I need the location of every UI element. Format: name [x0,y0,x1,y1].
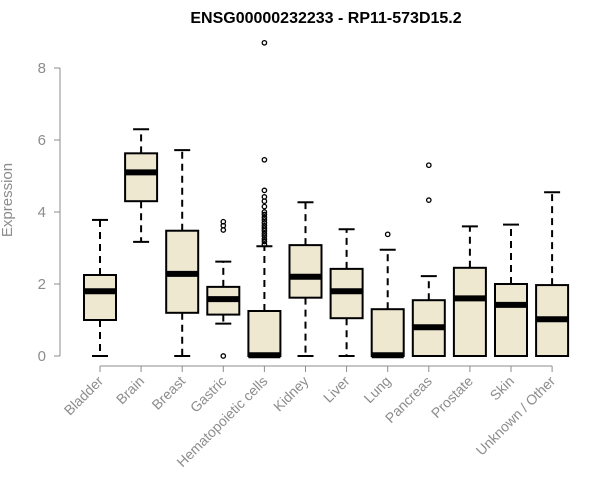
y-tick-label: 6 [38,132,46,149]
box-hematopoietic-cells [247,39,282,359]
outlier-point [261,219,268,226]
y-axis-label: Expression [0,163,16,237]
outlier-point [261,156,268,163]
outlier-point [261,214,268,221]
box-breast [165,149,200,357]
box-series [83,39,570,359]
x-tick-label: Bladder [61,373,107,419]
outlier-point [425,197,432,203]
outlier-point [261,211,268,218]
box-kidney [288,201,323,357]
y-tick-label: 8 [38,60,46,77]
outlier-point [261,236,268,242]
chart-title: ENSG00000232233 - RP11-573D15.2 [190,10,461,27]
box-lung [370,231,405,359]
box-unknown-other [535,191,570,357]
y-tick-label: 4 [38,204,46,221]
outlier-point [261,233,268,239]
x-tick-label: Kidney [270,373,312,415]
iqr-box [124,152,159,203]
iqr-box [247,310,282,357]
outlier-point [261,203,268,210]
outlier-point [220,218,227,225]
x-tick-label: Breast [148,373,188,413]
outlier-point [261,187,268,194]
outlier-point [261,225,268,232]
iqr-box [452,266,487,357]
y-axis: 0 2 4 6 8 [38,60,61,365]
x-tick-label: Brain [113,373,147,407]
outlier-point [261,222,268,229]
box-pancreas [411,162,446,358]
outlier-point [261,209,268,215]
outlier-point [261,217,268,223]
outlier-point [220,353,227,359]
outlier-point [425,162,432,169]
outlier-point [261,241,268,248]
outlier-point [261,230,268,237]
outlier-point [261,238,268,245]
x-tick-label: Liver [320,373,353,406]
outlier-point [261,39,268,46]
box-prostate [452,225,487,357]
x-tick-label: Skin [487,373,518,404]
box-gastric [206,218,241,359]
iqr-box [494,283,528,357]
box-bladder [83,218,117,357]
iqr-box [288,244,323,299]
box-skin [494,223,528,357]
x-tick-label: Prostate [428,373,476,421]
box-brain [124,128,159,243]
y-tick-label: 2 [38,276,46,293]
y-tick-label: 0 [38,348,46,365]
box-liver [329,228,364,357]
outlier-point [384,231,391,238]
iqr-box [83,274,117,321]
outlier-point [261,194,268,200]
x-tick-label: Lung [360,373,393,406]
iqr-box [370,308,405,358]
